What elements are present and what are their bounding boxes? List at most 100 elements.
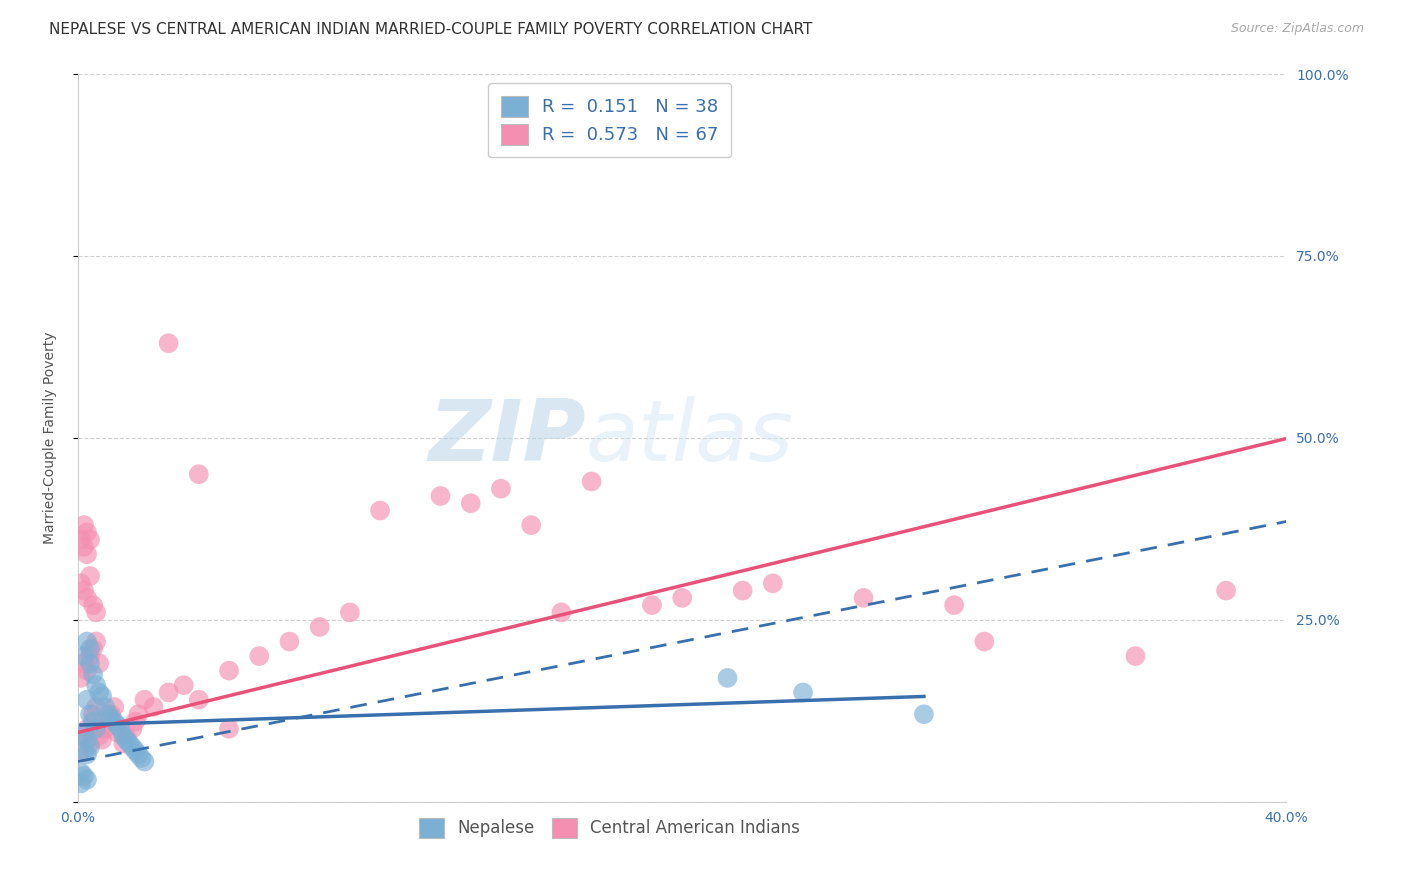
Point	[76, 692, 98, 706]
Point	[278, 634, 301, 648]
Point	[79, 657, 101, 671]
Point	[73, 583, 96, 598]
Point	[142, 700, 165, 714]
Y-axis label: Married-Couple Family Poverty: Married-Couple Family Poverty	[44, 332, 58, 544]
Point	[82, 714, 104, 729]
Point	[76, 747, 98, 762]
Point	[84, 606, 107, 620]
Point	[118, 736, 141, 750]
Text: atlas: atlas	[585, 396, 793, 479]
Point	[84, 700, 107, 714]
Point	[73, 729, 96, 743]
Point	[308, 620, 330, 634]
Point	[134, 692, 156, 706]
Point	[103, 714, 125, 729]
Point	[115, 729, 138, 743]
Point	[70, 765, 93, 780]
Point	[91, 732, 114, 747]
Point	[70, 776, 93, 790]
Point	[105, 725, 128, 739]
Point	[73, 648, 96, 663]
Point	[94, 700, 117, 714]
Point	[131, 751, 153, 765]
Point	[87, 685, 110, 699]
Point	[73, 518, 96, 533]
Point	[82, 598, 104, 612]
Point	[82, 667, 104, 681]
Point	[105, 718, 128, 732]
Point	[121, 739, 143, 754]
Point	[87, 657, 110, 671]
Point	[127, 707, 149, 722]
Point	[247, 648, 270, 663]
Point	[100, 707, 122, 722]
Point	[87, 729, 110, 743]
Point	[339, 606, 361, 620]
Point	[115, 732, 138, 747]
Point	[70, 744, 93, 758]
Point	[973, 634, 995, 648]
Point	[70, 533, 93, 547]
Point	[79, 569, 101, 583]
Point	[187, 692, 209, 706]
Point	[79, 533, 101, 547]
Point	[84, 678, 107, 692]
Point	[731, 583, 754, 598]
Point	[82, 714, 104, 729]
Point	[157, 336, 180, 351]
Point	[82, 707, 104, 722]
Point	[76, 722, 98, 736]
Point	[73, 769, 96, 783]
Point	[79, 707, 101, 722]
Point	[792, 685, 814, 699]
Text: Source: ZipAtlas.com: Source: ZipAtlas.com	[1230, 22, 1364, 36]
Point	[73, 540, 96, 554]
Point	[70, 576, 93, 591]
Point	[73, 725, 96, 739]
Point	[460, 496, 482, 510]
Point	[91, 689, 114, 703]
Point	[110, 722, 132, 736]
Point	[581, 475, 603, 489]
Point	[368, 503, 391, 517]
Point	[1215, 583, 1237, 598]
Point	[112, 729, 135, 743]
Point	[79, 736, 101, 750]
Legend: Nepalese, Central American Indians: Nepalese, Central American Indians	[413, 812, 807, 844]
Text: NEPALESE VS CENTRAL AMERICAN INDIAN MARRIED-COUPLE FAMILY POVERTY CORRELATION CH: NEPALESE VS CENTRAL AMERICAN INDIAN MARR…	[49, 22, 813, 37]
Point	[912, 707, 935, 722]
Point	[79, 739, 101, 754]
Point	[97, 707, 120, 722]
Point	[82, 641, 104, 656]
Point	[218, 722, 240, 736]
Point	[641, 598, 664, 612]
Point	[1125, 648, 1147, 663]
Point	[943, 598, 966, 612]
Point	[79, 641, 101, 656]
Point	[173, 678, 195, 692]
Point	[716, 671, 738, 685]
Point	[76, 591, 98, 605]
Point	[70, 671, 93, 685]
Point	[124, 714, 146, 729]
Point	[121, 722, 143, 736]
Point	[76, 772, 98, 787]
Point	[187, 467, 209, 482]
Point	[84, 634, 107, 648]
Point	[520, 518, 543, 533]
Point	[157, 685, 180, 699]
Point	[94, 722, 117, 736]
Point	[97, 714, 120, 729]
Point	[762, 576, 785, 591]
Point	[76, 664, 98, 678]
Point	[550, 606, 572, 620]
Point	[127, 747, 149, 762]
Point	[84, 722, 107, 736]
Point	[73, 744, 96, 758]
Point	[76, 525, 98, 540]
Point	[489, 482, 512, 496]
Point	[671, 591, 693, 605]
Point	[103, 700, 125, 714]
Point	[124, 744, 146, 758]
Point	[76, 547, 98, 561]
